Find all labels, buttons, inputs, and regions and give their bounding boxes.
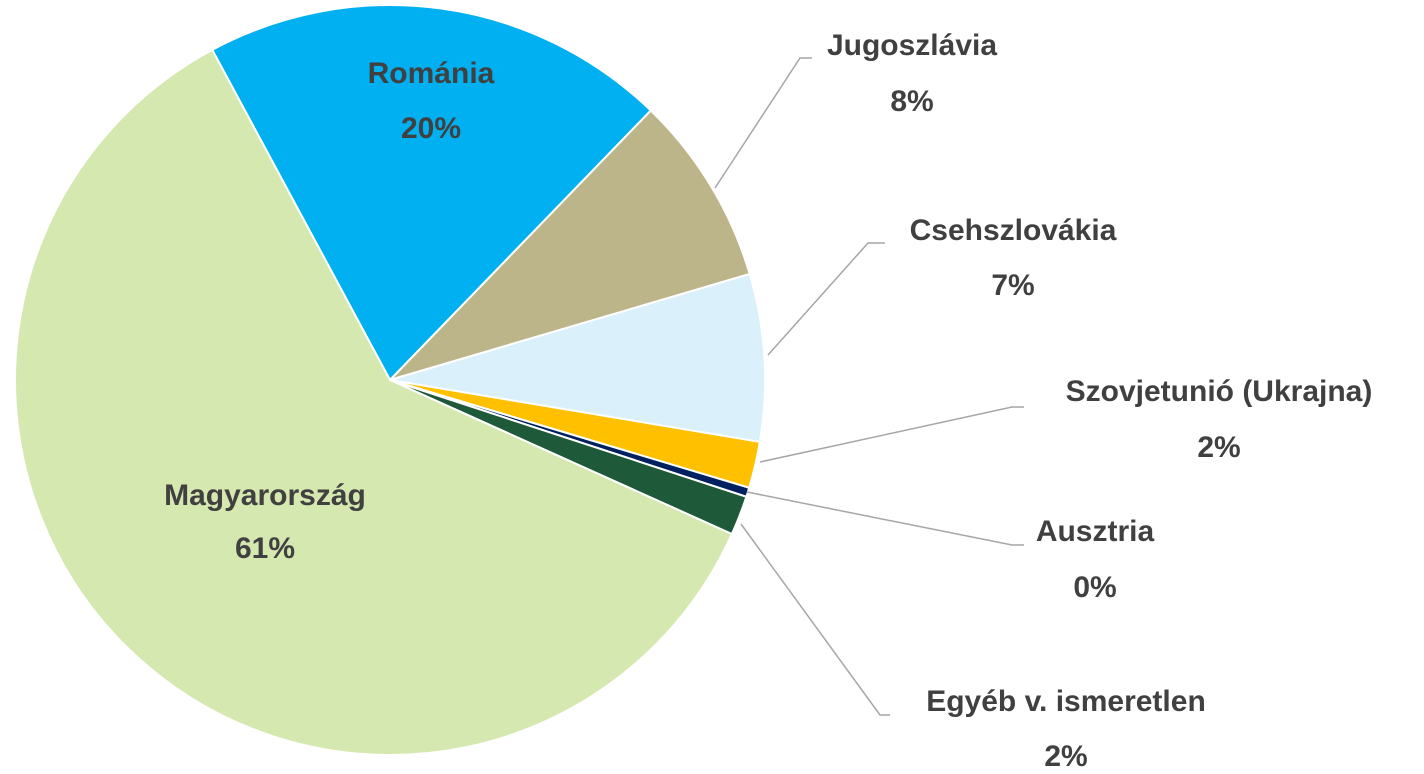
slice-label: Szovjetunió (Ukrajna): [1066, 375, 1373, 408]
leader-line: [714, 57, 812, 189]
slice-value-label: 7%: [991, 269, 1034, 302]
slice-value-label: 0%: [1073, 571, 1116, 604]
leader-line: [759, 406, 1024, 463]
slice-value-label: 61%: [235, 532, 295, 565]
slice-label: Jugoszlávia: [827, 29, 997, 62]
slice-value-label: 20%: [401, 112, 461, 145]
pie-slice: [210, 4, 653, 382]
slice-label: Ausztria: [1036, 515, 1155, 548]
slice-value-label: 2%: [1197, 431, 1240, 464]
slice-label: Magyarország: [164, 479, 366, 512]
pie-slice: [389, 272, 766, 444]
leader-line: [740, 523, 890, 716]
leader-line: [746, 491, 1024, 546]
slice-label: Csehszlovákia: [910, 214, 1117, 247]
slice-label: Románia: [368, 57, 495, 90]
pie-slice: [386, 109, 751, 383]
pie-slice: [14, 48, 734, 756]
slice-value-label: 2%: [1044, 740, 1087, 773]
slice-label: Egyéb v. ismeretlen: [926, 685, 1206, 718]
slice-value-label: 8%: [890, 85, 933, 118]
leader-line: [767, 242, 885, 356]
